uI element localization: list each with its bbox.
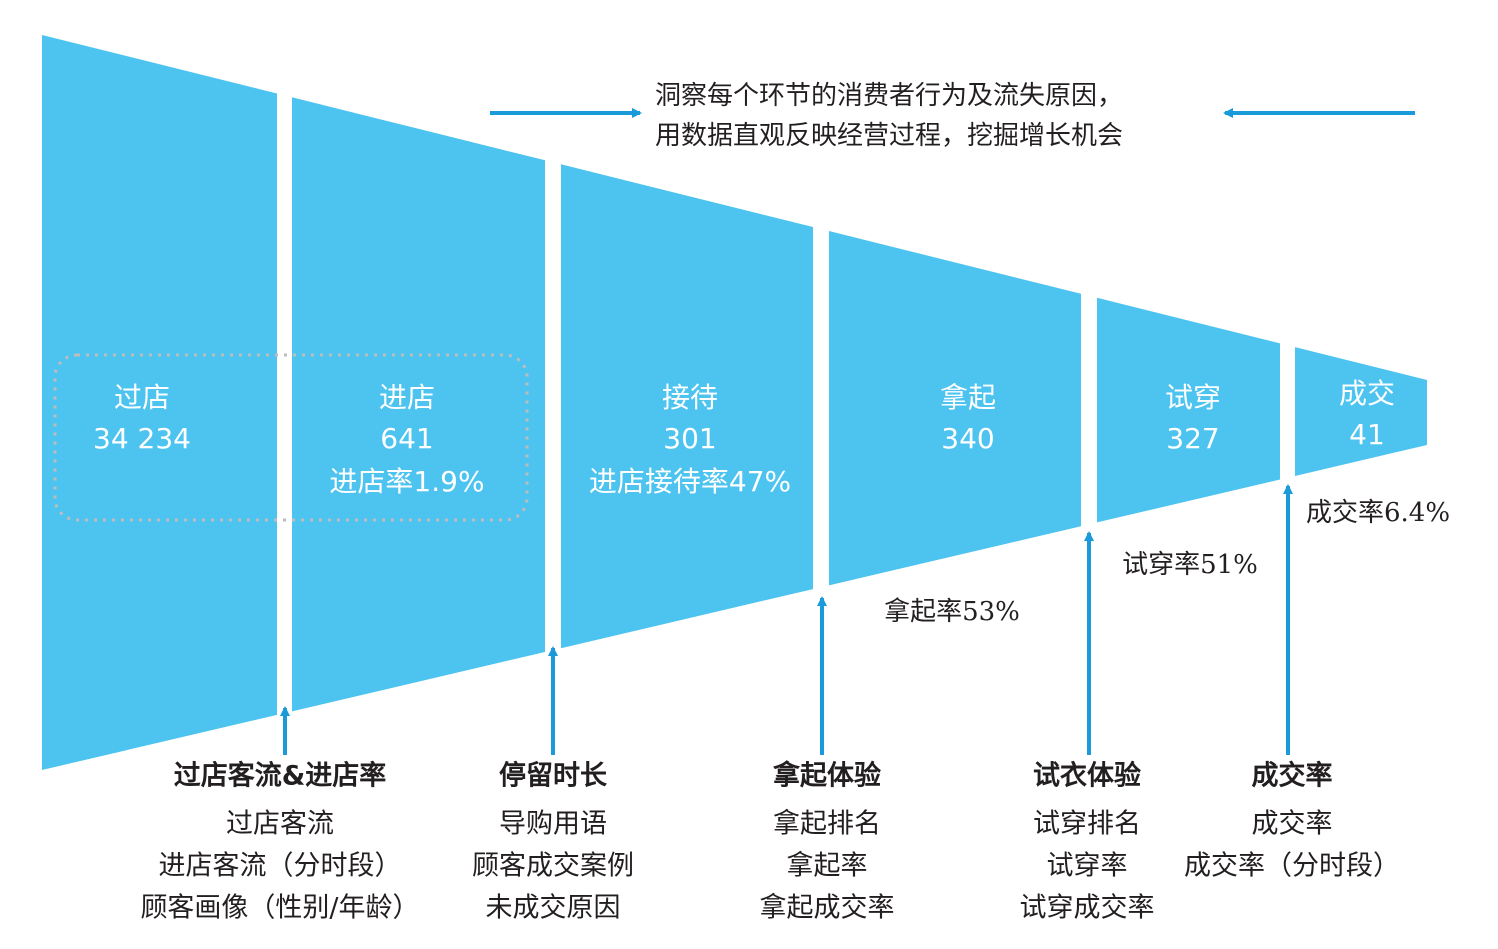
- funnel-stage: [292, 97, 545, 712]
- metric-item: 顾客成交案例: [472, 851, 634, 882]
- metric-item: 成交率（分时段）: [1184, 851, 1400, 882]
- metric-title: 过店客流&进店率: [174, 760, 387, 792]
- stage-label: 进店: [379, 381, 435, 414]
- funnel-stage: [42, 35, 277, 770]
- funnel-stage: [1097, 297, 1280, 523]
- metric-item: 试穿排名: [1033, 809, 1141, 840]
- stage-label: 接待: [662, 381, 718, 414]
- metric-title: 成交率: [1252, 760, 1333, 792]
- metric-item: 试穿成交率: [1020, 893, 1155, 924]
- stage-count: 301: [663, 422, 716, 455]
- metric-item: 顾客画像（性别/年龄）: [140, 893, 419, 924]
- metric-title: 试衣体验: [1033, 760, 1141, 792]
- stage-count: 340: [941, 422, 994, 455]
- metric-item: 成交率: [1252, 809, 1333, 840]
- metric-item: 拿起成交率: [760, 893, 895, 924]
- metric-item: 未成交原因: [486, 893, 621, 924]
- funnel-stage: [829, 231, 1081, 586]
- metric-title: 停留时长: [499, 760, 608, 792]
- stage-label: 成交: [1339, 377, 1395, 410]
- side-rate: 拿起率53%: [884, 597, 1020, 627]
- stage-rate: 进店率1.9%: [329, 465, 484, 498]
- funnel-stage: [1295, 347, 1427, 476]
- highlight-box: [53, 353, 529, 522]
- stage-rate: 进店接待率47%: [589, 465, 791, 498]
- header-line: 洞察每个环节的消费者行为及流失原因，: [655, 81, 1123, 111]
- funnel-stage: [561, 164, 813, 649]
- stage-count: 327: [1166, 422, 1219, 455]
- stage-count: 41: [1349, 418, 1385, 451]
- metric-item: 导购用语: [499, 809, 607, 840]
- metric-item: 进店客流（分时段）: [159, 851, 402, 882]
- metric-item: 拿起排名: [773, 809, 881, 840]
- header-line: 用数据直观反映经营过程，挖掘增长机会: [655, 121, 1123, 151]
- side-rate: 成交率6.4%: [1306, 498, 1450, 528]
- metric-item: 拿起率: [787, 851, 868, 882]
- metric-item: 试穿率: [1047, 851, 1128, 882]
- stage-label: 拿起: [940, 381, 996, 414]
- side-rate: 试穿率51%: [1122, 550, 1258, 580]
- stage-count: 641: [380, 422, 433, 455]
- metric-title: 拿起体验: [773, 760, 881, 792]
- metric-item: 过店客流: [226, 809, 334, 840]
- stage-label: 试穿: [1165, 381, 1221, 414]
- stage-label: 过店: [114, 381, 170, 414]
- stage-count: 34 234: [93, 422, 191, 455]
